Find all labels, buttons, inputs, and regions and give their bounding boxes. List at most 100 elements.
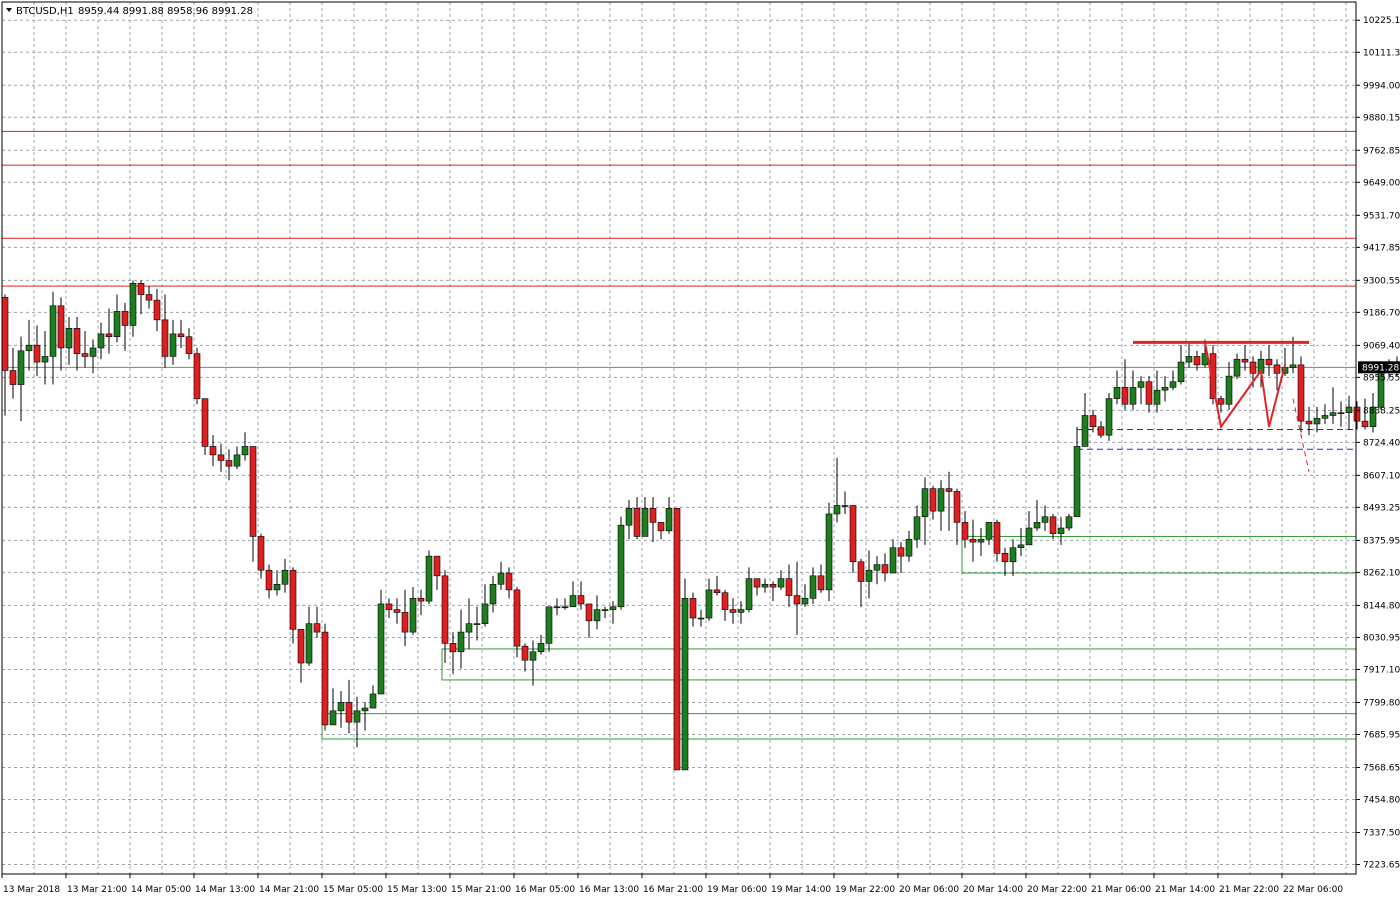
candle-body <box>609 606 617 610</box>
candle-body <box>17 350 25 385</box>
candle-body <box>329 710 337 726</box>
candle-body <box>121 311 129 326</box>
candle <box>593 595 601 630</box>
y-tick-label: 8144.80 <box>1363 601 1400 611</box>
candle-body <box>281 569 289 585</box>
candle-body <box>1009 547 1017 563</box>
candle <box>569 581 577 608</box>
candle-body <box>569 595 577 608</box>
candle <box>617 516 625 610</box>
candle-body <box>889 547 897 574</box>
y-tick-label: 7917.10 <box>1363 665 1400 675</box>
y-tick-label: 8955.55 <box>1363 373 1400 383</box>
candle-body <box>97 333 105 349</box>
candle-body <box>1321 415 1329 419</box>
y-tick-label: 9186.70 <box>1363 308 1400 318</box>
candle <box>185 328 193 360</box>
candle <box>601 606 609 619</box>
candle <box>505 567 513 599</box>
candle <box>329 688 337 726</box>
candle <box>1137 376 1145 405</box>
candle-body <box>833 505 841 515</box>
candle <box>889 539 897 574</box>
candle-body <box>209 446 217 456</box>
candle <box>273 570 281 596</box>
candle <box>817 564 825 593</box>
symbol-dropdown-icon[interactable] <box>6 8 12 12</box>
symbol-title[interactable]: BTCUSD,H1 <box>16 6 74 17</box>
candle <box>65 317 73 365</box>
candle <box>1297 356 1305 433</box>
candle <box>89 339 97 374</box>
candle <box>721 589 729 621</box>
candle-body <box>1161 387 1169 391</box>
candle-body <box>529 651 537 661</box>
candle-body <box>257 536 265 571</box>
candle-body <box>985 522 993 540</box>
x-tick-label: 21 Mar 22:00 <box>1219 885 1279 895</box>
candle <box>945 471 953 531</box>
candle <box>161 294 169 368</box>
candle-body <box>337 702 345 712</box>
candle <box>521 643 529 672</box>
x-tick-label: 22 Mar 06:00 <box>1283 885 1343 895</box>
y-tick-label: 9531.70 <box>1363 211 1400 221</box>
candle <box>1049 513 1057 540</box>
y-tick-label: 7337.50 <box>1363 829 1400 839</box>
candle <box>1129 370 1137 410</box>
candle <box>33 325 41 377</box>
candle <box>737 601 745 624</box>
candle <box>193 347 201 405</box>
candle-body <box>49 305 57 357</box>
x-tick-label: 20 Mar 06:00 <box>899 885 959 895</box>
candle-body <box>913 516 921 540</box>
x-tick-label: 16 Mar 05:00 <box>515 885 575 895</box>
candle-body <box>129 282 137 326</box>
candle <box>153 288 161 332</box>
y-tick-label: 7568.65 <box>1363 763 1400 773</box>
candle <box>537 634 545 655</box>
x-tick-label: 14 Mar 13:00 <box>195 885 255 895</box>
candle <box>1089 409 1097 433</box>
candle <box>1161 376 1169 402</box>
candle-body <box>305 623 313 664</box>
candle <box>9 347 17 399</box>
candle <box>1145 376 1153 413</box>
candle <box>345 679 353 734</box>
candle-body <box>441 575 449 644</box>
candle-body <box>105 333 113 338</box>
candle-body <box>161 319 169 357</box>
candle <box>801 584 809 607</box>
candle <box>1353 401 1361 430</box>
candle-body <box>185 336 193 354</box>
candle <box>1209 345 1217 405</box>
candle-body <box>1089 415 1097 428</box>
candle-body <box>793 595 801 605</box>
candle-body <box>265 569 273 591</box>
candle <box>497 561 505 590</box>
candle <box>201 398 209 455</box>
candle-body <box>561 606 569 609</box>
candle-body <box>57 305 65 349</box>
candle <box>433 555 441 590</box>
candle <box>681 578 689 771</box>
candle-body <box>1097 426 1105 436</box>
candle <box>49 291 57 385</box>
candle <box>1169 370 1177 391</box>
candle <box>177 319 185 348</box>
candle <box>321 623 329 731</box>
candle <box>553 598 561 616</box>
candle <box>657 522 665 540</box>
candle <box>673 508 681 771</box>
candle-body <box>1193 356 1201 366</box>
x-tick-label: 16 Mar 13:00 <box>579 885 639 895</box>
x-tick-label: 19 Mar 14:00 <box>771 885 831 895</box>
candle <box>241 432 249 461</box>
candle-body <box>1017 544 1025 549</box>
candle <box>1305 407 1313 436</box>
candle <box>625 499 633 540</box>
candle <box>1217 395 1225 413</box>
candle <box>409 587 417 635</box>
candle <box>401 589 409 647</box>
candle-body <box>1353 406 1361 422</box>
